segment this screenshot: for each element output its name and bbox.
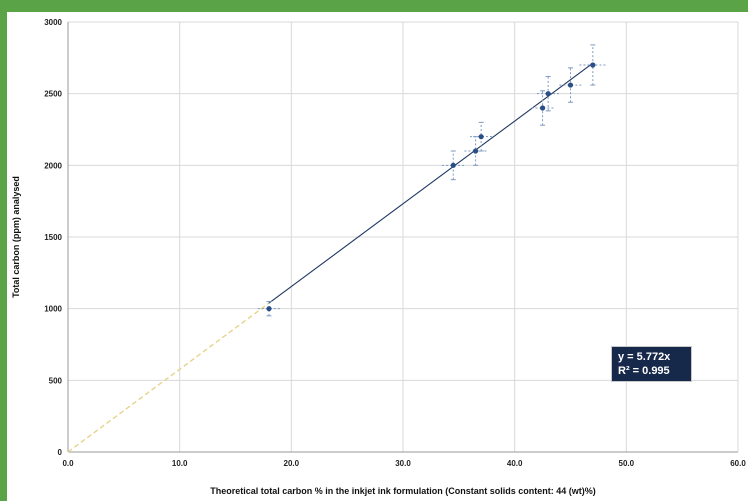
y-tick-label-4: 2000 (44, 161, 62, 170)
trendline-r-squared: R² = 0.995 (618, 365, 670, 377)
y-tick-label-2: 1000 (44, 305, 62, 314)
x-tick-label-0: 0.0 (62, 459, 74, 468)
trendline-equation: y = 5.772x (618, 351, 671, 363)
data-points (266, 62, 596, 312)
x-tick-labels: 0.0 10.0 20.0 30.0 40.0 50.0 60.0 (62, 459, 746, 468)
y-tick-label-6: 3000 (44, 18, 62, 27)
x-tick-label-1: 10.0 (172, 459, 188, 468)
axes (67, 22, 738, 453)
data-point-0 (266, 306, 272, 312)
x-tick-label-5: 50.0 (619, 459, 635, 468)
left-color-band (0, 0, 7, 501)
x-tick-label-2: 20.0 (284, 459, 300, 468)
linear-fit-line (268, 62, 594, 304)
x-tick-label-6: 60.0 (730, 459, 746, 468)
x-tick-label-4: 40.0 (507, 459, 523, 468)
fit-lines (67, 62, 594, 453)
x-tick-label-3: 30.0 (395, 459, 411, 468)
error-bars (257, 44, 607, 317)
top-color-band (0, 0, 748, 12)
data-point-2 (472, 148, 479, 154)
x-axis-title: Theoretical total carbon % in the inkjet… (210, 486, 596, 496)
data-point-6 (567, 82, 574, 88)
data-point-7 (590, 62, 596, 68)
y-tick-label-0: 0 (58, 448, 63, 457)
trendline-equation-box: y = 5.772x R² = 0.995 (611, 346, 692, 382)
data-point-3 (478, 134, 484, 140)
grid-lines (68, 21, 739, 452)
data-point-5 (545, 91, 551, 97)
y-axis-title: Total carbon (ppm) analysed (11, 176, 21, 298)
extrapolated-fit-line (67, 302, 270, 453)
y-tick-label-5: 2500 (44, 90, 62, 99)
y-tick-label-1: 500 (49, 376, 63, 385)
data-point-4 (539, 105, 546, 111)
y-tick-label-3: 1500 (44, 233, 62, 242)
data-point-1 (450, 162, 456, 168)
y-tick-labels: 0 500 1000 1500 2000 2500 3000 (44, 18, 62, 457)
